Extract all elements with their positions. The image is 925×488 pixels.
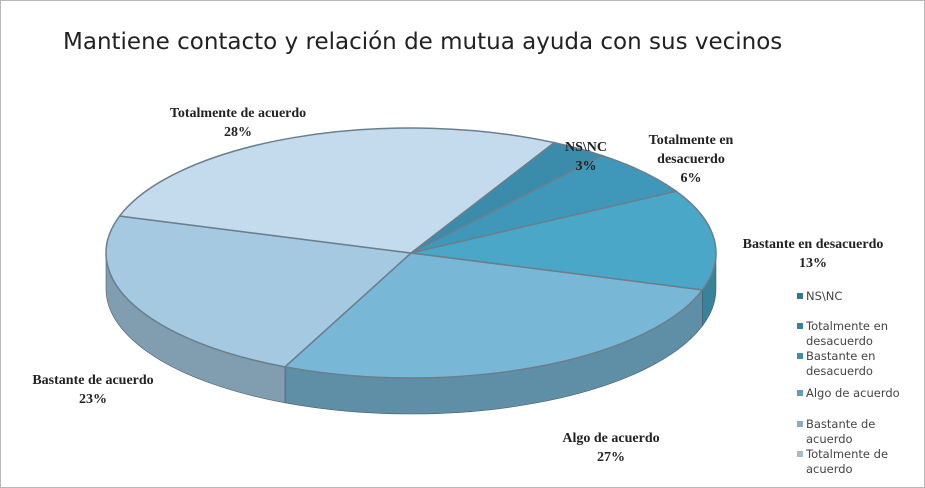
chart-title: Mantiene contacto y relación de mutua ay… [63,29,783,55]
legend-item: NS\NC [797,289,922,304]
legend-swatch [797,323,803,329]
legend-item: Algo de acuerdo [797,386,922,401]
legend-item: Totalmente en desacuerdo [797,319,922,349]
data-label: Bastante de acuerdo 23% [1,371,193,409]
data-label: Totalmente de acuerdo 28% [128,104,348,142]
legend-swatch [797,421,803,427]
legend-label: NS\NC [806,289,843,303]
data-label-name: Bastante de acuerdo [32,373,154,388]
legend-swatch [797,390,803,396]
data-label: Totalmente en desacuerdo 6% [634,131,749,188]
legend-item: Bastante de acuerdo [797,417,922,447]
data-label: Algo de acuerdo 27% [511,429,711,467]
data-label-value: 23% [79,392,107,407]
data-label-value: 28% [224,125,252,140]
data-label-value: 3% [575,159,597,174]
data-label: NS\NC 3% [556,138,616,176]
legend-item: Totalmente de acuerdo [797,447,922,477]
slice [118,127,556,254]
legend-swatch [797,293,803,299]
legend-label: Bastante de acuerdo [806,417,876,446]
data-label-name: Algo de acuerdo [562,431,660,446]
legend-item: Bastante en desacuerdo [797,349,922,379]
legend-label: Totalmente de acuerdo [806,447,889,476]
slice [105,215,413,368]
legend-swatch [797,353,803,359]
data-label-value: 27% [597,450,625,465]
data-label-name: Totalmente de acuerdo [169,106,307,121]
legend-label: Algo de acuerdo [806,386,900,400]
data-label: Bastante en desacuerdo 13% [713,235,913,273]
legend-label: Totalmente en desacuerdo [806,319,889,348]
slice [283,252,704,379]
data-label-name: NS\NC [564,140,607,155]
data-label-value: 13% [799,256,827,271]
data-label-name: Totalmente en desacuerdo [648,133,734,167]
legend-swatch [797,451,803,457]
slice [410,190,717,291]
data-label-name: Bastante en desacuerdo [742,237,884,252]
legend-label: Bastante en desacuerdo [806,349,876,378]
data-label-value: 6% [680,171,702,186]
